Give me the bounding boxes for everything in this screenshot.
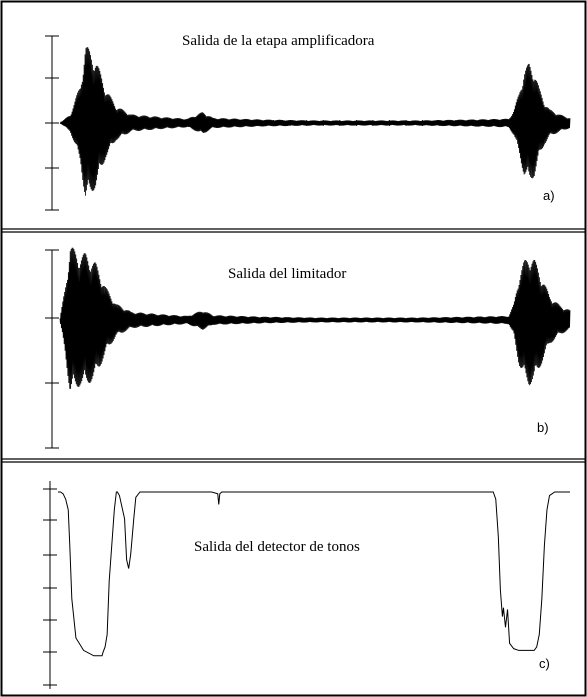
- signal-waveform: [59, 47, 571, 196]
- panel-b-plot: [45, 247, 571, 449]
- panel-c-plot: [43, 481, 570, 689]
- panel-b-title: Salida del limitador: [228, 266, 347, 282]
- panel-a-plot: [45, 35, 571, 211]
- panel-c-label: c): [539, 656, 550, 671]
- panel-a-label: a): [543, 188, 555, 203]
- signal-waveform: [59, 247, 571, 389]
- panel-c-title: Salida del detector de tonos: [194, 539, 360, 555]
- panel-b-label: b): [537, 420, 549, 435]
- panel-a-title: Salida de la etapa amplificadora: [182, 33, 375, 49]
- detector-output-curve: [58, 491, 570, 657]
